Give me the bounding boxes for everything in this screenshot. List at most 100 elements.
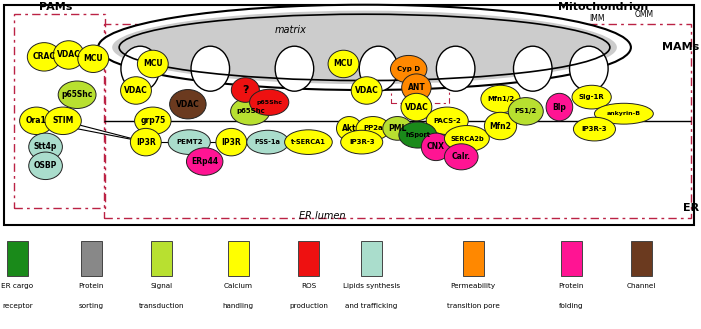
Ellipse shape (186, 148, 223, 175)
Ellipse shape (98, 5, 631, 90)
Text: grp75: grp75 (140, 116, 165, 125)
Text: ?: ? (242, 85, 249, 95)
FancyBboxPatch shape (631, 240, 652, 276)
Ellipse shape (112, 11, 617, 84)
Ellipse shape (137, 50, 168, 78)
Text: Stt4p: Stt4p (34, 142, 57, 151)
Text: PEMT2: PEMT2 (176, 139, 203, 145)
Ellipse shape (390, 55, 427, 83)
Text: Mfn2: Mfn2 (489, 121, 512, 131)
Text: ankyrin-B: ankyrin-B (607, 111, 641, 116)
Ellipse shape (45, 107, 81, 135)
Text: ANT: ANT (407, 83, 426, 92)
Ellipse shape (170, 89, 206, 119)
Text: VDAC: VDAC (124, 86, 148, 95)
Text: transduction: transduction (139, 303, 184, 309)
Ellipse shape (216, 128, 247, 156)
Text: receptor: receptor (2, 303, 33, 309)
Text: SERCA2b: SERCA2b (450, 136, 484, 141)
Ellipse shape (58, 81, 96, 109)
Text: MAMs: MAMs (662, 42, 700, 52)
Text: Akt: Akt (342, 124, 356, 133)
Text: CRAC: CRAC (33, 52, 55, 61)
Ellipse shape (231, 78, 259, 102)
Ellipse shape (383, 116, 412, 140)
Ellipse shape (594, 103, 653, 124)
Ellipse shape (484, 112, 517, 140)
Text: Protein: Protein (79, 283, 104, 289)
Text: VDAC: VDAC (355, 86, 379, 95)
FancyBboxPatch shape (4, 5, 694, 225)
Text: IP3R-3: IP3R-3 (349, 139, 374, 145)
Text: IP3R: IP3R (136, 138, 156, 147)
Ellipse shape (78, 45, 109, 72)
Ellipse shape (27, 43, 61, 71)
Text: MCU: MCU (83, 54, 103, 63)
Text: VDAC: VDAC (176, 100, 200, 109)
Ellipse shape (135, 107, 171, 135)
FancyBboxPatch shape (463, 240, 484, 276)
Text: CNX: CNX (427, 142, 445, 151)
Ellipse shape (20, 107, 53, 135)
Ellipse shape (168, 130, 210, 154)
Ellipse shape (513, 46, 552, 91)
Ellipse shape (191, 46, 230, 91)
Text: Cyp D: Cyp D (397, 66, 420, 72)
Ellipse shape (336, 116, 362, 140)
Text: transition pore: transition pore (447, 303, 500, 309)
Text: IMM: IMM (589, 14, 604, 23)
Text: sorting: sorting (79, 303, 104, 309)
Ellipse shape (421, 133, 451, 161)
Text: p65Shc: p65Shc (236, 108, 265, 114)
Ellipse shape (444, 126, 489, 152)
Text: PP2a: PP2a (363, 125, 383, 131)
Text: PACS-2: PACS-2 (433, 118, 461, 124)
Ellipse shape (481, 85, 520, 113)
Text: Mitochondrion: Mitochondrion (558, 2, 648, 12)
Ellipse shape (356, 116, 390, 140)
Ellipse shape (341, 130, 383, 154)
Ellipse shape (402, 74, 431, 101)
Ellipse shape (328, 50, 359, 78)
Text: folding: folding (559, 303, 584, 309)
Text: handling: handling (223, 303, 254, 309)
Text: IP3R-3: IP3R-3 (582, 126, 607, 132)
Ellipse shape (360, 46, 398, 91)
Ellipse shape (546, 93, 573, 121)
FancyBboxPatch shape (298, 240, 319, 276)
Text: PAMs: PAMs (39, 2, 73, 12)
Text: ER cargo: ER cargo (1, 283, 34, 289)
Text: Protein: Protein (559, 283, 584, 289)
Text: production: production (289, 303, 328, 309)
FancyBboxPatch shape (81, 240, 102, 276)
Text: PML: PML (388, 124, 407, 133)
Text: matrix: matrix (275, 25, 307, 35)
Ellipse shape (53, 41, 84, 69)
FancyBboxPatch shape (151, 240, 172, 276)
Text: OSBP: OSBP (34, 161, 57, 170)
Text: STIM: STIM (53, 116, 74, 125)
Text: ER lumen: ER lumen (299, 211, 346, 220)
Text: Mfn1/2: Mfn1/2 (487, 96, 514, 102)
Ellipse shape (399, 122, 437, 148)
FancyBboxPatch shape (561, 240, 582, 276)
Text: ROS: ROS (301, 283, 316, 289)
Ellipse shape (275, 46, 314, 91)
Text: VDAC: VDAC (57, 50, 81, 60)
Ellipse shape (285, 130, 332, 154)
Text: hSport: hSport (405, 132, 430, 138)
Ellipse shape (444, 144, 478, 170)
FancyBboxPatch shape (7, 240, 28, 276)
Ellipse shape (351, 77, 382, 104)
Ellipse shape (121, 77, 151, 104)
Text: p65Shc: p65Shc (62, 90, 93, 99)
Ellipse shape (436, 46, 475, 91)
Text: and trafficking: and trafficking (346, 303, 397, 309)
Text: Blp: Blp (552, 103, 566, 112)
Text: p65Shc: p65Shc (256, 100, 283, 105)
Ellipse shape (29, 152, 62, 180)
Ellipse shape (426, 107, 468, 135)
Text: MCU: MCU (143, 60, 163, 68)
Text: MCU: MCU (334, 60, 353, 68)
Ellipse shape (569, 46, 608, 91)
